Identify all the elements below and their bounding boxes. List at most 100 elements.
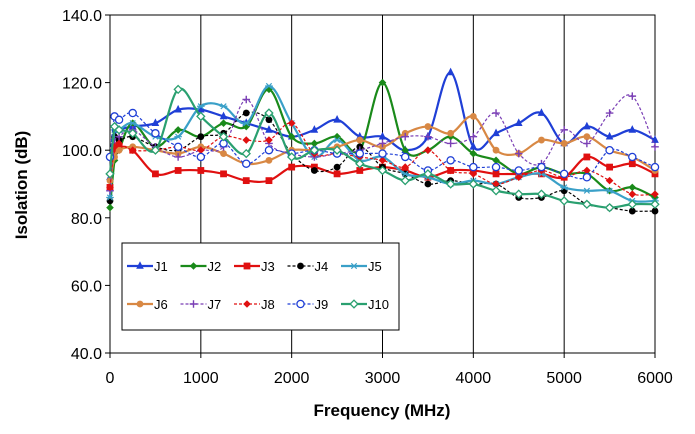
- data-point-j8: [583, 166, 591, 175]
- data-point-j5: [219, 103, 228, 110]
- legend-marker: [349, 299, 359, 309]
- y-axis-label: Isolation (dB): [12, 131, 31, 240]
- data-point-j3: [197, 167, 205, 174]
- data-point-j10: [514, 189, 524, 199]
- data-point-j2: [401, 146, 410, 154]
- legend-marker: [296, 299, 305, 309]
- data-point-j4: [628, 207, 636, 215]
- data-point-j6: [115, 146, 123, 154]
- series-j9: [105, 108, 660, 182]
- legend-label: J1: [154, 259, 168, 274]
- data-point-j8: [197, 146, 205, 154]
- legend-item-j4: J4: [287, 259, 328, 274]
- y-tick-label: 80.0: [71, 211, 102, 228]
- y-tick-label: 100.0: [62, 143, 102, 160]
- data-point-j9: [559, 169, 569, 179]
- data-point-j8: [287, 119, 296, 127]
- x-tick-label: 0: [106, 370, 115, 387]
- data-point-j9: [241, 159, 251, 168]
- data-point-j4: [424, 180, 432, 188]
- data-point-j10: [196, 111, 206, 122]
- data-point-j10: [582, 199, 592, 209]
- data-point-j1: [333, 114, 341, 123]
- x-tick-label: 1000: [183, 370, 219, 387]
- data-point-j10: [491, 186, 501, 196]
- data-point-j10: [604, 202, 615, 213]
- data-point-j9: [628, 152, 637, 162]
- data-point-j4: [242, 109, 250, 117]
- data-point-j4: [106, 197, 114, 205]
- legend-item-j10: J10: [341, 297, 389, 312]
- data-point-j5: [265, 82, 273, 90]
- data-point-j7: [378, 139, 387, 148]
- data-point-j9: [114, 115, 124, 125]
- series-layer: [105, 67, 660, 215]
- data-point-j8: [106, 183, 114, 192]
- data-point-j8: [378, 156, 387, 165]
- data-point-j10: [309, 145, 320, 155]
- data-point-j1: [628, 125, 637, 133]
- x-tick-label: 5000: [546, 370, 582, 387]
- data-point-j3: [356, 167, 364, 174]
- data-point-j10: [468, 179, 479, 189]
- data-point-j7: [492, 109, 500, 117]
- data-point-j6: [447, 129, 455, 137]
- legend-label: J2: [208, 259, 222, 274]
- data-point-j10: [150, 145, 161, 155]
- legend-marker: [350, 262, 358, 270]
- data-point-j6: [560, 140, 568, 147]
- data-point-j9: [469, 162, 478, 172]
- legend-marker: [297, 262, 304, 270]
- data-point-j1: [265, 125, 273, 133]
- legend-label: J10: [368, 297, 389, 312]
- data-point-j6: [220, 150, 227, 157]
- data-point-j9: [605, 145, 614, 155]
- data-point-j7: [401, 132, 410, 141]
- data-point-j9: [173, 142, 183, 152]
- data-point-j5: [242, 120, 251, 127]
- data-point-j3: [492, 170, 500, 178]
- data-point-j1: [446, 67, 455, 76]
- y-tick-label: 120.0: [62, 76, 102, 93]
- data-point-j6: [469, 113, 477, 120]
- data-point-j9: [491, 162, 501, 172]
- legend-marker: [136, 261, 144, 269]
- data-point-j7: [583, 139, 591, 148]
- data-point-j5: [401, 170, 410, 177]
- data-point-j8: [115, 139, 123, 148]
- data-point-j5: [128, 120, 137, 127]
- x-tick-label: 6000: [637, 370, 673, 387]
- data-point-j10: [105, 169, 115, 179]
- data-point-j9: [400, 152, 410, 162]
- data-point-j7: [446, 139, 455, 148]
- data-point-j1: [378, 131, 387, 140]
- data-point-j3: [583, 153, 591, 161]
- data-point-j5: [583, 187, 591, 194]
- series-j10: [105, 84, 660, 213]
- legend-marker: [189, 300, 198, 308]
- data-point-j10: [377, 165, 388, 176]
- data-point-j1: [174, 104, 182, 113]
- data-point-j7: [560, 126, 568, 134]
- data-point-j10: [332, 145, 342, 155]
- data-point-j10: [627, 199, 638, 209]
- data-point-j7: [651, 143, 659, 151]
- data-point-j10: [264, 108, 274, 118]
- data-point-j2: [492, 156, 500, 165]
- legend-label: J3: [261, 259, 275, 274]
- data-point-j7: [514, 149, 523, 158]
- data-point-j9: [355, 149, 365, 158]
- data-point-j6: [538, 136, 545, 144]
- data-point-j2: [378, 78, 387, 87]
- data-point-j2: [628, 183, 637, 192]
- data-point-j7: [174, 153, 182, 161]
- data-point-j8: [424, 146, 432, 154]
- data-point-j1: [469, 142, 478, 150]
- data-point-j6: [424, 123, 432, 130]
- data-point-j1: [492, 128, 500, 137]
- data-point-j8: [128, 146, 137, 154]
- data-point-j10: [355, 159, 365, 169]
- data-point-j7: [242, 95, 251, 104]
- data-point-j1: [514, 118, 523, 126]
- data-point-j2: [219, 119, 228, 127]
